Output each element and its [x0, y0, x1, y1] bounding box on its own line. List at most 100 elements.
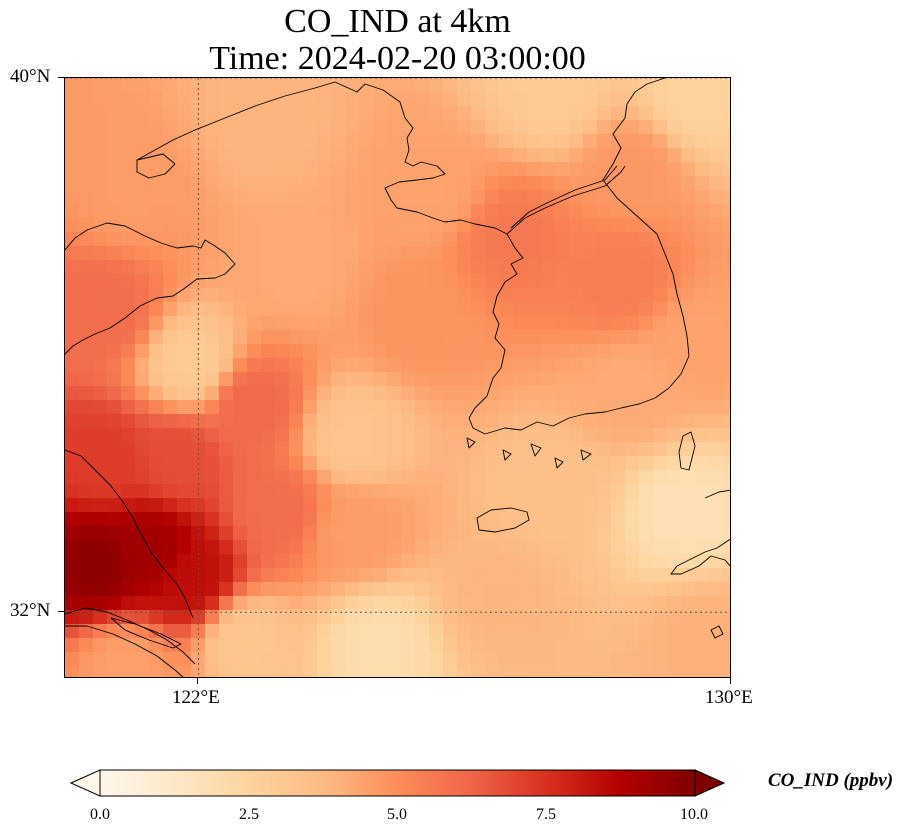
field-cell [317, 218, 332, 233]
field-cell [205, 120, 220, 135]
field-cell [569, 456, 584, 471]
field-cell [247, 386, 262, 401]
map-plot-area[interactable] [64, 77, 731, 678]
field-cell [205, 274, 220, 289]
field-cell [303, 484, 318, 499]
field-cell [177, 316, 192, 331]
field-cell [597, 246, 612, 261]
field-cell [513, 512, 528, 527]
field-cell [401, 610, 416, 625]
field-cell [79, 470, 94, 485]
field-cell [331, 358, 346, 373]
field-cell [135, 218, 150, 233]
field-cell [457, 204, 472, 219]
field-cell [219, 302, 234, 317]
field-cell [373, 386, 388, 401]
field-cell [177, 274, 192, 289]
field-cell [569, 78, 584, 93]
lon-tick-label-130: 130°E [705, 687, 753, 708]
field-cell [303, 596, 318, 611]
field-cell [261, 484, 276, 499]
field-cell [177, 540, 192, 555]
field-cell [625, 414, 640, 429]
field-cell [709, 148, 724, 163]
field-cell [625, 624, 640, 639]
field-cell [93, 624, 108, 639]
field-cell [415, 428, 430, 443]
field-cell [401, 540, 416, 555]
field-cell [247, 442, 262, 457]
field-cell [415, 484, 430, 499]
field-cell [331, 498, 346, 513]
field-cell [219, 498, 234, 513]
field-cell [569, 582, 584, 597]
field-cell [65, 582, 80, 597]
field-cell [723, 554, 730, 569]
field-cell [639, 400, 654, 415]
field-cell [499, 582, 514, 597]
field-cell [401, 78, 416, 93]
field-cell [149, 358, 164, 373]
field-cell [583, 470, 598, 485]
field-cell [163, 484, 178, 499]
field-cell [695, 134, 710, 149]
field-cell [121, 134, 136, 149]
field-cell [107, 274, 122, 289]
field-cell [681, 526, 696, 541]
field-cell [653, 106, 668, 121]
field-cell [723, 386, 730, 401]
field-cell [415, 498, 430, 513]
field-cell [527, 232, 542, 247]
field-cell [65, 666, 80, 677]
field-cell [135, 92, 150, 107]
field-cell [261, 456, 276, 471]
field-cell [555, 218, 570, 233]
field-cell [93, 190, 108, 205]
field-cell [541, 526, 556, 541]
field-cell [247, 302, 262, 317]
field-cell [177, 190, 192, 205]
field-cell [443, 610, 458, 625]
field-cell [163, 274, 178, 289]
field-cell [205, 288, 220, 303]
field-cell [79, 624, 94, 639]
field-cell [555, 652, 570, 667]
field-cell [331, 554, 346, 569]
field-cell [597, 610, 612, 625]
field-cell [555, 540, 570, 555]
field-cell [667, 302, 682, 317]
field-cell [611, 78, 626, 93]
field-cell [555, 610, 570, 625]
field-cell [233, 568, 248, 583]
field-cell [583, 456, 598, 471]
field-cell [149, 344, 164, 359]
field-cell [149, 414, 164, 429]
field-cell [317, 302, 332, 317]
field-cell [513, 554, 528, 569]
field-cell [611, 358, 626, 373]
field-cell [331, 78, 346, 93]
field-cell [219, 386, 234, 401]
field-cell [443, 568, 458, 583]
field-cell [723, 204, 730, 219]
field-cell [681, 372, 696, 387]
field-cell [219, 666, 234, 677]
field-cell [723, 246, 730, 261]
field-cell [345, 330, 360, 345]
field-cell [289, 316, 304, 331]
field-cell [681, 512, 696, 527]
field-cell [191, 218, 206, 233]
field-cell [261, 400, 276, 415]
field-cell [555, 568, 570, 583]
field-cell [569, 92, 584, 107]
field-cell [303, 148, 318, 163]
field-cell [331, 232, 346, 247]
field-cell [205, 302, 220, 317]
field-cell [93, 568, 108, 583]
field-cell [499, 162, 514, 177]
field-cell [261, 512, 276, 527]
field-cell [695, 498, 710, 513]
field-cell [373, 414, 388, 429]
field-cell [695, 274, 710, 289]
field-cell [373, 148, 388, 163]
